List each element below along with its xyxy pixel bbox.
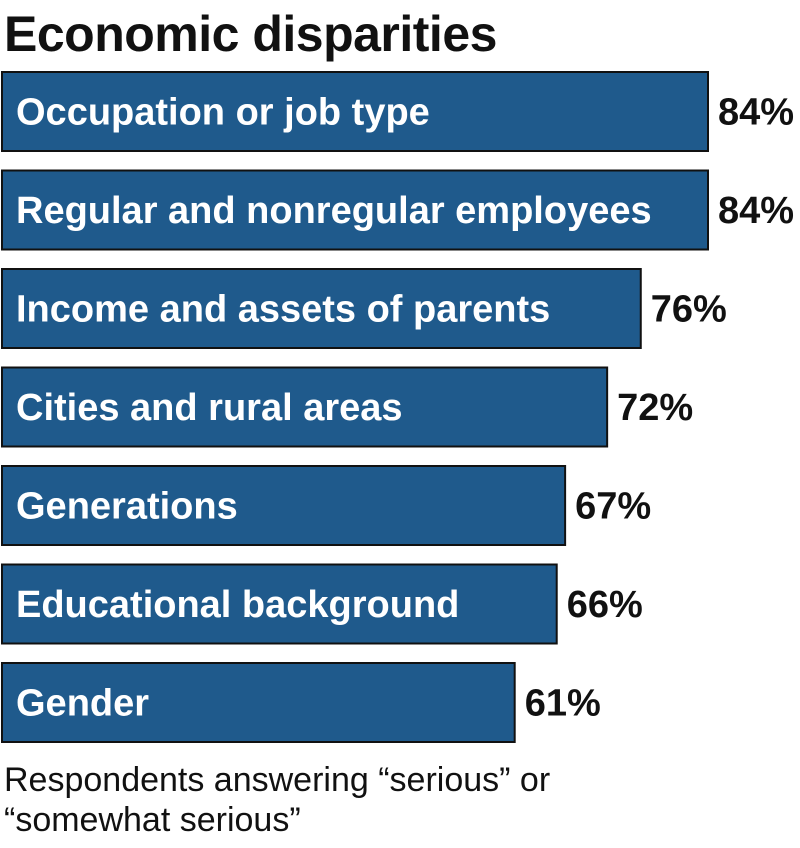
value-label-1: 84% (718, 190, 794, 232)
bar-0 (1, 71, 709, 152)
chart-note: Respondents answering “serious” or “some… (4, 760, 794, 840)
bar-3 (1, 366, 609, 448)
value-label-2: 76% (651, 289, 727, 331)
chart-title: Economic disparities (4, 6, 497, 62)
value-label-0: 84% (718, 92, 794, 134)
bar-label-0: Occupation or job type (16, 92, 430, 134)
value-label-5: 66% (567, 584, 643, 626)
bar-6 (1, 662, 516, 743)
bar-2 (1, 268, 642, 349)
bar-1 (1, 169, 709, 251)
value-label-6: 61% (525, 683, 601, 725)
value-label-3: 72% (617, 387, 693, 429)
value-label-4: 67% (575, 486, 651, 528)
bar-4 (1, 465, 567, 546)
bar-label-4: Generations (16, 486, 238, 528)
bar-label-3: Cities and rural areas (16, 387, 403, 429)
bar-chart: Occupation or job type 84% Regular and non… (1, 71, 794, 743)
bar-5 (1, 563, 558, 645)
bar-label-1: Regular and nonregular employees (16, 190, 652, 232)
chart-note-line-1: Respondents answering “serious” or (4, 761, 551, 799)
bar-label-5: Educational background (16, 584, 459, 626)
chart-note-line-2: “somewhat serious” (4, 801, 301, 839)
bar-label-2: Income and assets of parents (16, 289, 550, 331)
bar-label-6: Gender (16, 683, 149, 725)
